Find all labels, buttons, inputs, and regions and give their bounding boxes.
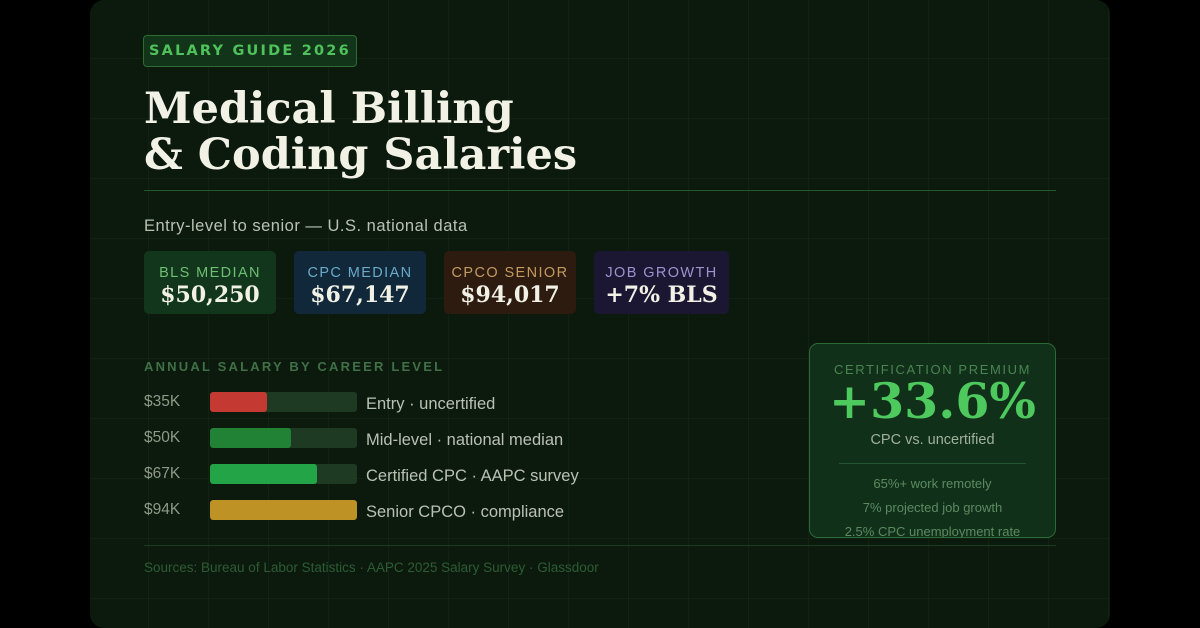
premium-divider: [839, 463, 1026, 464]
stat-cpc-median: CPC MEDIAN $67,147: [294, 251, 426, 314]
salary-guide-card: SALARY GUIDE 2026 Medical Billing & Codi…: [90, 0, 1110, 628]
level-bar-fill: [210, 464, 318, 484]
stat-value: $94,017: [460, 282, 560, 308]
premium-subtitle: CPC vs. uncertified: [870, 432, 995, 448]
stat-label: CPC MEDIAN: [307, 265, 413, 281]
stat-value: $50,250: [160, 282, 260, 308]
sources-footnote: Sources: Bureau of Labor Statistics · AA…: [144, 560, 599, 575]
level-amount: $67K: [144, 465, 181, 482]
level-bar-track: [210, 428, 357, 448]
level-description: Mid-level · national median: [366, 431, 564, 449]
level-bar-track: [210, 500, 357, 520]
premium-fact: 7% projected job growth: [862, 500, 1003, 515]
title-line-1: Medical Billing: [144, 84, 514, 134]
level-description: Senior CPCO · compliance: [366, 503, 565, 521]
subtitle: Entry-level to senior — U.S. national da…: [144, 217, 468, 235]
certification-premium-panel: CERTIFICATION PREMIUM +33.6% CPC vs. unc…: [809, 343, 1056, 538]
stat-label: JOB GROWTH: [605, 265, 718, 281]
premium-label: CERTIFICATION PREMIUM: [833, 362, 1032, 377]
level-amount: $94K: [144, 501, 181, 518]
level-bar-track: [210, 464, 357, 484]
stat-label: BLS MEDIAN: [159, 265, 261, 281]
level-bar-track: [210, 392, 357, 412]
premium-fact: 2.5% CPC unemployment rate: [844, 524, 1021, 538]
stat-bls-median: BLS MEDIAN $50,250: [144, 251, 276, 314]
level-bar-fill: [210, 500, 357, 520]
stat-job-growth: JOB GROWTH +7% BLS: [594, 251, 729, 314]
stat-value: +7% BLS: [605, 282, 718, 308]
level-amount: $35K: [144, 393, 181, 410]
level-amount: $50K: [144, 429, 181, 446]
title-line-2: & Coding Salaries: [144, 130, 578, 180]
premium-value: +33.6%: [829, 372, 1036, 430]
level-description: Certified CPC · AAPC survey: [366, 467, 579, 485]
level-bar-fill: [210, 392, 268, 412]
level-bar-fill: [210, 428, 291, 448]
stat-cpco-senior: CPCO SENIOR $94,017: [444, 251, 576, 314]
stat-value: $67,147: [310, 282, 410, 308]
premium-fact: 65%+ work remotely: [873, 476, 992, 491]
footer-divider: [144, 545, 1056, 546]
page-title: Medical Billing & Coding Salaries: [144, 86, 577, 178]
level-description: Entry · uncertified: [366, 395, 496, 413]
stat-label: CPCO SENIOR: [451, 265, 569, 281]
salary-guide-badge: SALARY GUIDE 2026: [143, 35, 357, 67]
title-divider: [144, 190, 1056, 191]
career-level-heading: ANNUAL SALARY BY CAREER LEVEL: [144, 359, 445, 374]
